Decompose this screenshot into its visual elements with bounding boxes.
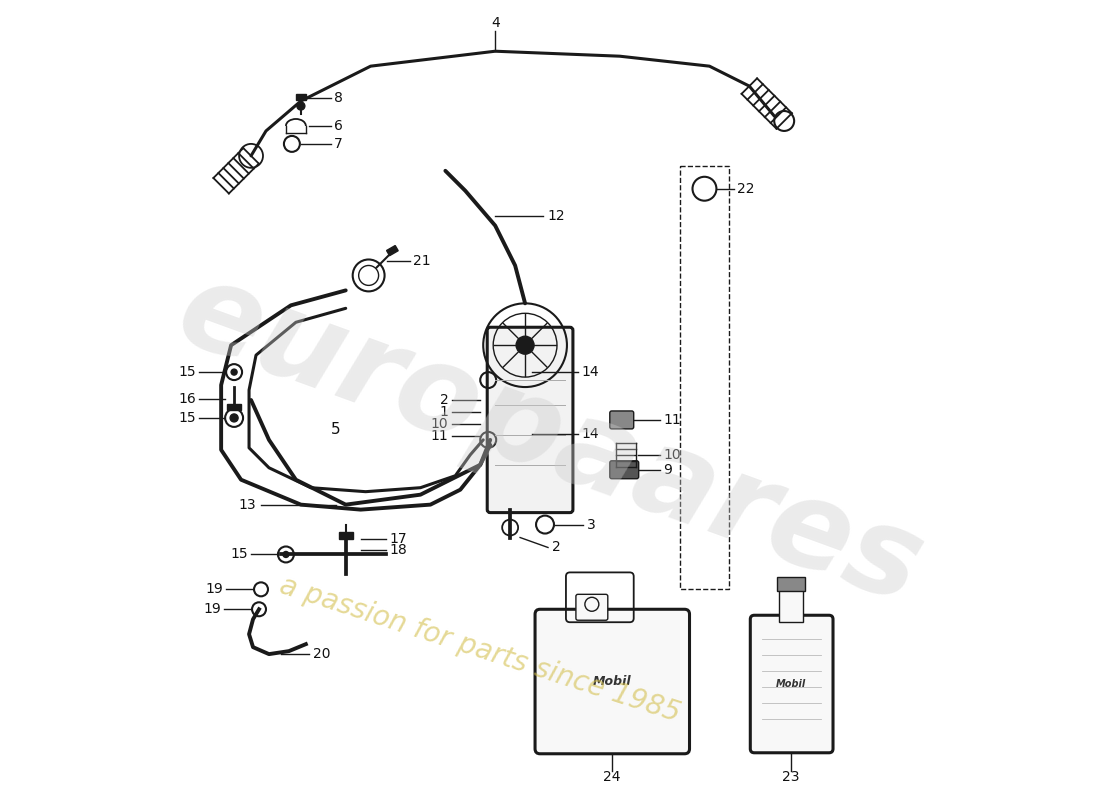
Text: 23: 23 bbox=[782, 770, 800, 784]
Text: 12: 12 bbox=[547, 209, 564, 222]
Text: 10: 10 bbox=[431, 417, 449, 431]
Bar bbox=[296, 94, 306, 100]
Circle shape bbox=[231, 369, 238, 375]
Bar bbox=[779, 590, 803, 622]
Text: 15: 15 bbox=[178, 365, 196, 379]
FancyBboxPatch shape bbox=[609, 411, 634, 429]
Text: 24: 24 bbox=[603, 770, 620, 784]
Text: 1: 1 bbox=[440, 405, 449, 419]
Text: 10: 10 bbox=[663, 448, 681, 462]
Text: 13: 13 bbox=[239, 498, 256, 512]
Bar bbox=[339, 531, 353, 538]
FancyBboxPatch shape bbox=[609, 461, 639, 478]
Bar bbox=[227, 404, 241, 410]
Circle shape bbox=[516, 336, 535, 354]
Text: Mobil: Mobil bbox=[776, 679, 806, 689]
Text: 17: 17 bbox=[389, 531, 407, 546]
Text: 19: 19 bbox=[204, 602, 221, 616]
Text: 19: 19 bbox=[206, 582, 223, 596]
Bar bbox=[778, 578, 805, 591]
Text: europaares: europaares bbox=[163, 251, 937, 629]
FancyBboxPatch shape bbox=[576, 594, 608, 620]
Text: 5: 5 bbox=[331, 422, 340, 438]
Text: 20: 20 bbox=[312, 647, 330, 661]
Text: 2: 2 bbox=[552, 541, 561, 554]
FancyBboxPatch shape bbox=[535, 610, 690, 754]
Bar bbox=[680, 166, 729, 590]
Text: 16: 16 bbox=[178, 392, 196, 406]
Text: 11: 11 bbox=[663, 413, 681, 427]
Text: 8: 8 bbox=[333, 91, 342, 105]
Text: Mobil: Mobil bbox=[593, 674, 631, 687]
Circle shape bbox=[297, 102, 305, 110]
Circle shape bbox=[283, 551, 289, 558]
Text: 3: 3 bbox=[587, 518, 595, 531]
Text: 15: 15 bbox=[230, 547, 249, 562]
Text: 2: 2 bbox=[440, 393, 449, 407]
Circle shape bbox=[230, 414, 238, 422]
FancyBboxPatch shape bbox=[487, 327, 573, 513]
Text: 11: 11 bbox=[430, 429, 449, 443]
Text: 9: 9 bbox=[663, 462, 672, 477]
Text: 18: 18 bbox=[389, 543, 407, 558]
FancyBboxPatch shape bbox=[750, 615, 833, 753]
Text: 14: 14 bbox=[582, 427, 600, 441]
Text: 4: 4 bbox=[491, 16, 499, 30]
Text: 7: 7 bbox=[333, 137, 342, 151]
Text: 21: 21 bbox=[414, 254, 431, 269]
Text: 15: 15 bbox=[178, 411, 196, 425]
Bar bbox=[386, 246, 398, 256]
Text: 14: 14 bbox=[582, 365, 600, 379]
Text: a passion for parts since 1985: a passion for parts since 1985 bbox=[276, 571, 684, 727]
Text: 6: 6 bbox=[333, 119, 342, 133]
Text: 22: 22 bbox=[737, 182, 755, 196]
